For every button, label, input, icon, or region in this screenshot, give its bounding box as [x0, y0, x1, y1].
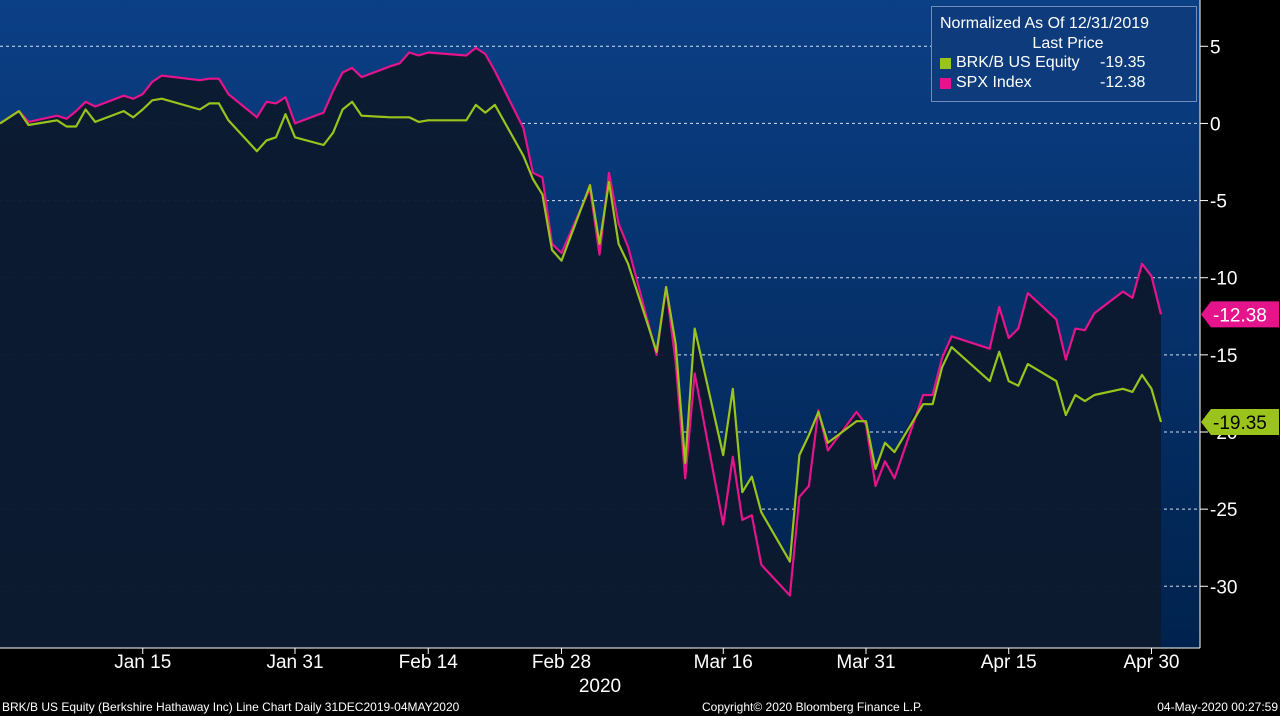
footer-copyright: Copyright© 2020 Bloomberg Finance L.P. — [702, 700, 923, 714]
legend-entry-brk: BRK/B US Equity -19.35 — [940, 53, 1190, 73]
last-value-label: -12.38 — [1213, 305, 1267, 326]
x-year-label: 2020 — [579, 676, 621, 697]
x-tick-label: Feb 14 — [399, 652, 459, 673]
x-tick-label: Apr 15 — [981, 652, 1037, 673]
x-tick-label: Feb 28 — [532, 652, 591, 673]
y-tick-label: 0 — [1210, 114, 1221, 135]
y-tick-label: 5 — [1210, 37, 1221, 58]
footer-timestamp: 04-May-2020 00:27:59 — [1157, 700, 1278, 714]
xaxis-background — [0, 648, 1280, 698]
y-tick-label: -30 — [1210, 577, 1237, 598]
y-tick-label: -5 — [1210, 192, 1227, 213]
legend-box: Normalized As Of 12/31/2019 Last Price B… — [931, 6, 1197, 102]
y-tick-label: -10 — [1210, 269, 1237, 290]
series-line-brk — [0, 97, 1163, 563]
legend-entry-spx: SPX Index -12.38 — [940, 73, 1190, 93]
last-value-label: -19.35 — [1213, 413, 1267, 434]
series-line-spx — [0, 46, 1163, 597]
legend-swatch-brk — [940, 58, 951, 69]
legend-swatch-spx — [940, 78, 951, 89]
legend-value-brk: -19.35 — [1100, 54, 1146, 71]
y-tick-label: -15 — [1210, 346, 1237, 367]
legend-subtitle: Last Price — [1032, 35, 1104, 52]
footer-bar: BRK/B US Equity (Berkshire Hathaway Inc)… — [0, 698, 1280, 716]
x-tick-label: Mar 16 — [694, 652, 753, 673]
legend-label-brk: BRK/B US Equity — [956, 54, 1080, 71]
last-value-tag-spx: -12.38 — [1201, 301, 1279, 328]
filled-area-under-series — [0, 47, 1161, 649]
x-tick-label: Jan 15 — [114, 652, 171, 673]
y-tick-label: -25 — [1210, 500, 1237, 521]
legend-value-spx: -12.38 — [1100, 74, 1146, 91]
legend-title: Normalized As Of 12/31/2019 — [940, 15, 1150, 32]
x-tick-label: Mar 31 — [836, 652, 895, 673]
x-tick-label: Apr 30 — [1123, 652, 1179, 673]
x-tick-label: Jan 31 — [266, 652, 323, 673]
footer-description: BRK/B US Equity (Berkshire Hathaway Inc)… — [2, 700, 460, 714]
legend-label-spx: SPX Index — [956, 74, 1032, 91]
last-value-tag-brk: -19.35 — [1201, 408, 1279, 435]
axis-background — [1200, 0, 1280, 698]
